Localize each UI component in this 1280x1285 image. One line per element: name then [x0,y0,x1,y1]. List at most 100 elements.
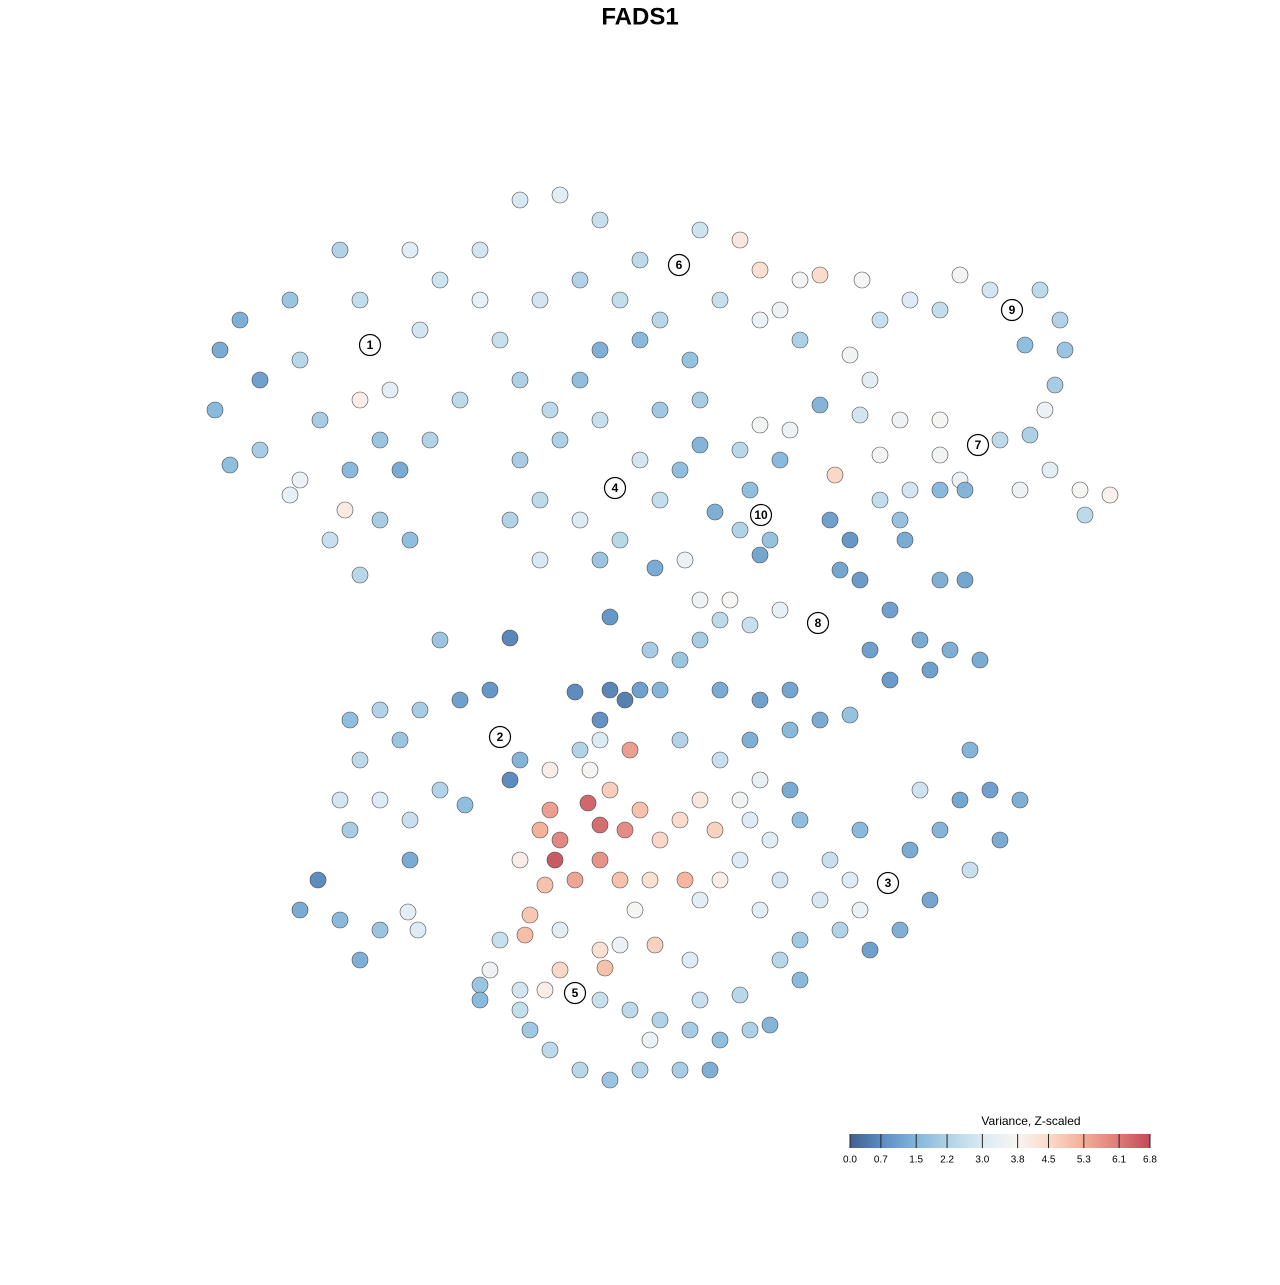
point [741,616,759,634]
point [1021,426,1039,444]
point [351,291,369,309]
point [731,986,749,1004]
point [621,741,639,759]
point [881,671,899,689]
point [641,641,659,659]
point [251,371,269,389]
colorbar [850,1134,1150,1148]
colorbar-tick-label: 4.5 [1042,1155,1056,1166]
point [601,608,619,626]
point [291,901,309,919]
point [451,691,469,709]
point [921,661,939,679]
colorbar-tick-label: 2.2 [940,1155,954,1166]
point [741,811,759,829]
point [371,791,389,809]
point [651,401,669,419]
point [541,1041,559,1059]
point [471,291,489,309]
point [391,731,409,749]
point [721,591,739,609]
point [511,371,529,389]
point [251,441,269,459]
point [571,741,589,759]
point [956,571,974,589]
point [851,901,869,919]
point [1011,481,1029,499]
point [521,906,539,924]
point [399,903,417,921]
point [551,186,569,204]
point [811,266,829,284]
cluster-label: 6 [676,258,683,272]
point [1011,791,1029,809]
colorbar-tick-label: 6.1 [1112,1155,1126,1166]
point [331,911,349,929]
point [536,876,554,894]
cluster-marker [749,503,773,527]
point [491,931,509,949]
colorbar-tick-label: 3.8 [1011,1155,1025,1166]
point [551,431,569,449]
point [1101,486,1119,504]
point [631,1061,649,1079]
point [221,456,239,474]
point [641,1031,659,1049]
point [651,311,669,329]
point [831,921,849,939]
point [601,781,619,799]
point [791,331,809,349]
point [621,1001,639,1019]
point [901,291,919,309]
cluster-marker [806,611,830,635]
point [741,731,759,749]
point [951,791,969,809]
point [341,711,359,729]
cluster-label: 9 [1009,303,1016,317]
point [891,921,909,939]
point [791,811,809,829]
point [706,821,724,839]
point [681,951,699,969]
point [381,381,399,399]
cluster-marker [358,333,382,357]
point [591,991,609,1009]
point [1046,376,1064,394]
point [409,921,427,939]
point [991,831,1009,849]
point [811,891,829,909]
point [591,411,609,429]
point [991,431,1009,449]
point [511,851,529,869]
point [616,691,634,709]
point [511,451,529,469]
point [541,801,559,819]
point [821,511,839,529]
point [491,331,509,349]
point [851,571,869,589]
point [951,266,969,284]
point [881,601,899,619]
point [831,561,849,579]
point [391,461,409,479]
point [671,651,689,669]
point [371,511,389,529]
point [691,631,709,649]
point [751,691,769,709]
point [411,321,429,339]
point [931,571,949,589]
cluster-marker [667,253,691,277]
point [321,531,339,549]
point [651,491,669,509]
cluster-label: 3 [885,876,892,890]
point [791,271,809,289]
point [611,871,629,889]
point [566,683,584,701]
point [521,1021,539,1039]
point [821,851,839,869]
colorbar-tick-label: 3.0 [975,1155,989,1166]
point [331,791,349,809]
point [516,926,534,944]
point [309,871,327,889]
point [691,791,709,809]
